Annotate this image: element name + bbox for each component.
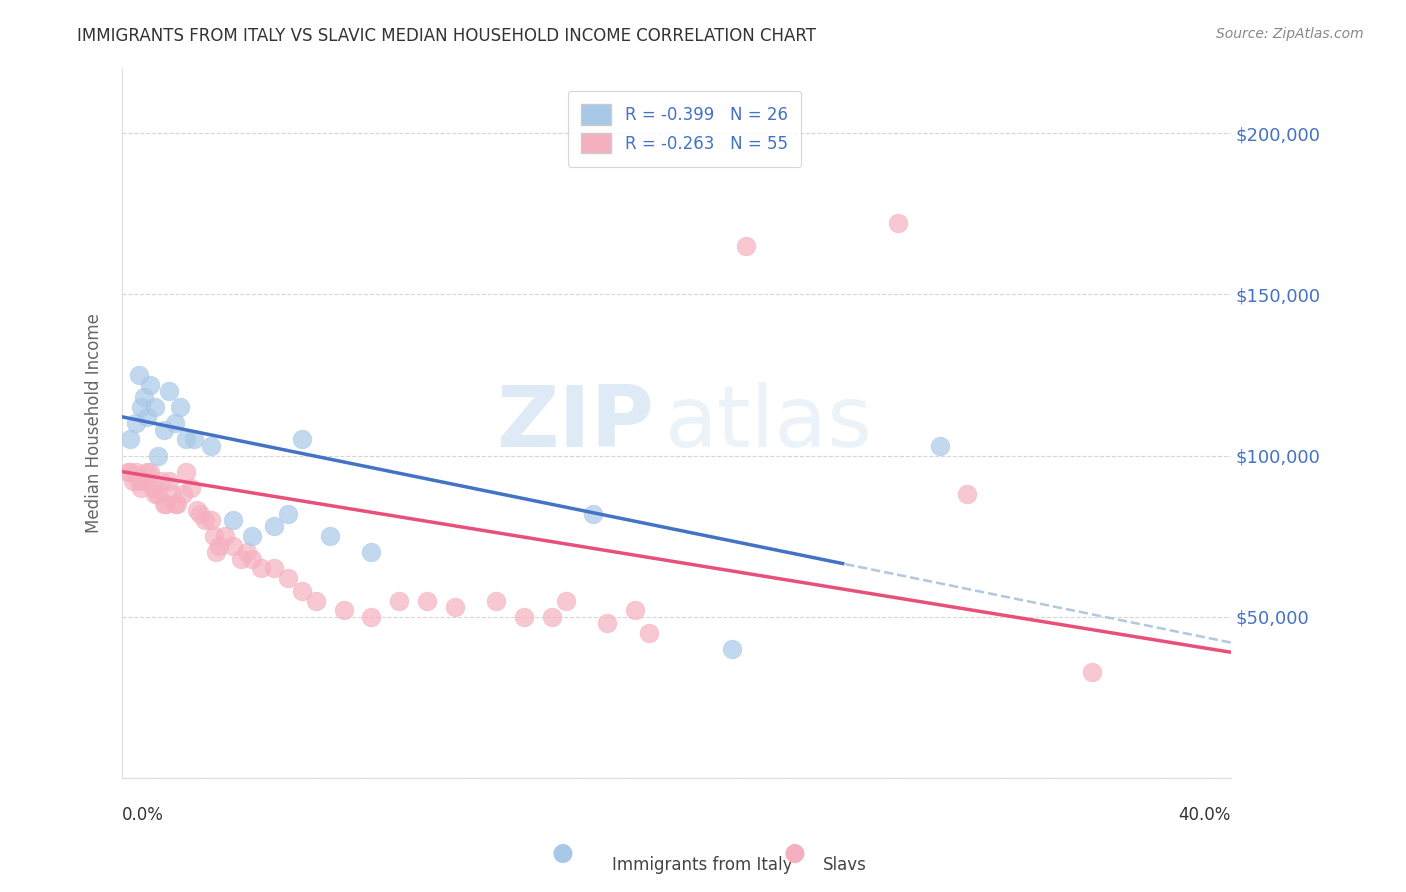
Point <box>157 475 180 489</box>
Text: Source: ZipAtlas.com: Source: ZipAtlas.com <box>1216 27 1364 41</box>
Point <box>128 475 150 489</box>
Point <box>180 481 202 495</box>
Point <box>637 626 659 640</box>
Point <box>249 561 271 575</box>
Text: ZIP: ZIP <box>496 382 654 465</box>
Point <box>134 475 156 489</box>
Point <box>194 513 217 527</box>
Point <box>208 539 231 553</box>
Point <box>152 497 174 511</box>
Point <box>416 593 439 607</box>
Point <box>131 481 153 495</box>
Point <box>720 642 742 657</box>
Point <box>136 409 159 424</box>
Text: atlas: atlas <box>665 382 873 465</box>
Point <box>186 503 208 517</box>
Point <box>540 609 562 624</box>
Point <box>202 529 225 543</box>
Point <box>443 600 465 615</box>
Point <box>174 433 197 447</box>
Point <box>174 465 197 479</box>
Point <box>122 475 145 489</box>
Point <box>513 609 536 624</box>
Text: 40.0%: 40.0% <box>1178 806 1230 824</box>
Point <box>596 616 619 631</box>
Point <box>183 433 205 447</box>
Text: ●: ● <box>551 841 574 865</box>
Point <box>188 507 211 521</box>
Point <box>263 561 285 575</box>
Point <box>166 497 188 511</box>
Point <box>200 439 222 453</box>
Point <box>222 539 245 553</box>
Point <box>277 571 299 585</box>
Text: ●: ● <box>783 841 806 865</box>
Point <box>141 481 163 495</box>
Point <box>200 513 222 527</box>
Point <box>149 475 172 489</box>
Point <box>623 603 645 617</box>
Text: 0.0%: 0.0% <box>122 806 165 824</box>
Point <box>236 545 259 559</box>
Point <box>222 513 245 527</box>
Point <box>928 439 950 453</box>
Point <box>291 433 314 447</box>
Point <box>139 465 162 479</box>
Point <box>143 487 166 501</box>
Point <box>146 487 169 501</box>
Point <box>139 377 162 392</box>
Point <box>136 465 159 479</box>
Point <box>134 391 156 405</box>
Point <box>120 465 142 479</box>
Point <box>169 400 191 414</box>
Point <box>205 545 228 559</box>
Point <box>117 465 139 479</box>
Point <box>240 529 263 543</box>
Point <box>231 551 253 566</box>
Text: Slavs: Slavs <box>823 856 866 874</box>
Point <box>305 593 328 607</box>
Point <box>485 593 508 607</box>
Point <box>277 507 299 521</box>
Legend: R = -0.399   N = 26, R = -0.263   N = 55: R = -0.399 N = 26, R = -0.263 N = 55 <box>568 91 801 167</box>
Point <box>172 487 194 501</box>
Point <box>214 529 236 543</box>
Point <box>125 465 148 479</box>
Point <box>554 593 576 607</box>
Point <box>333 603 356 617</box>
Point <box>155 497 177 511</box>
Point <box>163 417 186 431</box>
Point <box>131 400 153 414</box>
Point <box>157 384 180 398</box>
Point <box>152 423 174 437</box>
Point <box>120 433 142 447</box>
Point <box>388 593 411 607</box>
Text: Immigrants from Italy: Immigrants from Italy <box>612 856 792 874</box>
Text: IMMIGRANTS FROM ITALY VS SLAVIC MEDIAN HOUSEHOLD INCOME CORRELATION CHART: IMMIGRANTS FROM ITALY VS SLAVIC MEDIAN H… <box>77 27 817 45</box>
Point <box>360 609 382 624</box>
Point <box>263 519 285 533</box>
Point <box>291 584 314 599</box>
Point <box>360 545 382 559</box>
Point <box>734 239 756 253</box>
Point <box>956 487 979 501</box>
Point <box>1081 665 1104 679</box>
Point <box>240 551 263 566</box>
Y-axis label: Median Household Income: Median Household Income <box>86 313 103 533</box>
Point <box>125 417 148 431</box>
Point <box>146 449 169 463</box>
Point <box>163 497 186 511</box>
Point <box>887 216 910 230</box>
Point <box>160 487 183 501</box>
Point <box>582 507 605 521</box>
Point <box>143 400 166 414</box>
Point <box>319 529 342 543</box>
Point <box>128 368 150 382</box>
